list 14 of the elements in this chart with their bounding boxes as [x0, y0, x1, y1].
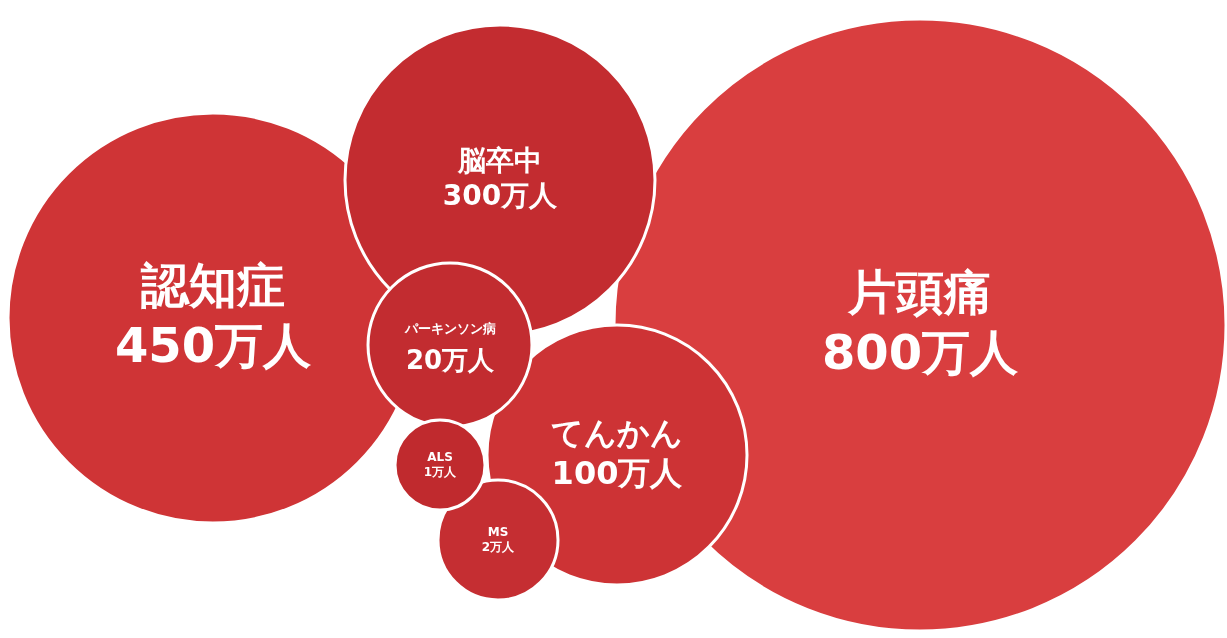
category-label: ALS: [427, 449, 453, 464]
category-label: 脳卒中: [457, 144, 542, 178]
category-label: てんかん: [551, 414, 683, 453]
category-label: 認知症: [140, 256, 285, 313]
category-label: MS: [487, 524, 509, 539]
data-label: 800万人: [821, 323, 1019, 380]
category-label: パーキンソン病: [403, 320, 496, 336]
data-label: 450万人: [114, 316, 312, 373]
data-label: 2万人: [481, 539, 516, 554]
data-label: 100万人: [551, 454, 684, 493]
data-label: 20万人: [405, 344, 496, 375]
data-label: 1万人: [423, 464, 458, 479]
category-label: 片頭痛: [847, 263, 992, 320]
data-label: 300万人: [442, 179, 559, 213]
